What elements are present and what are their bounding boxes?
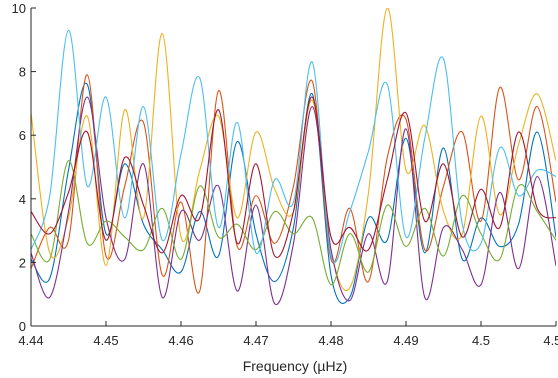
- series-line-2: [31, 74, 556, 294]
- series-line-5: [31, 160, 556, 286]
- series-line-6: [31, 29, 556, 264]
- x-tick-label: 4.45: [93, 333, 118, 348]
- y-tick-label: 6: [19, 128, 26, 143]
- y-tick-label: 0: [19, 319, 26, 334]
- y-tick-label: 8: [19, 65, 26, 80]
- x-tick-label: 4.48: [318, 333, 343, 348]
- x-tick-label: 4.44: [18, 333, 43, 348]
- x-tick-label: 4.49: [393, 333, 418, 348]
- x-tick-label: 4.46: [168, 333, 193, 348]
- y-tick-label: 4: [19, 192, 26, 207]
- axes-layer: 4.44 4.45 4.46 4.47 4.48 4.49 4.5 4.51 0 2 4 6 8 10: [12, 1, 558, 348]
- series-layer: [31, 8, 556, 305]
- series-line-4: [31, 96, 556, 305]
- y-tick-label: 10: [12, 1, 26, 16]
- x-axis-title: Frequency (µHz): [243, 358, 348, 374]
- series-line-3: [31, 8, 556, 291]
- x-tick-label: 4.47: [243, 333, 268, 348]
- x-tick-label: 4.5: [472, 333, 490, 348]
- y-tick-label: 2: [19, 255, 26, 270]
- series-line-7: [31, 96, 556, 259]
- x-tick-label: 4.51: [543, 333, 558, 348]
